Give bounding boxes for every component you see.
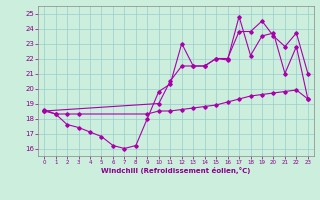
- X-axis label: Windchill (Refroidissement éolien,°C): Windchill (Refroidissement éolien,°C): [101, 167, 251, 174]
